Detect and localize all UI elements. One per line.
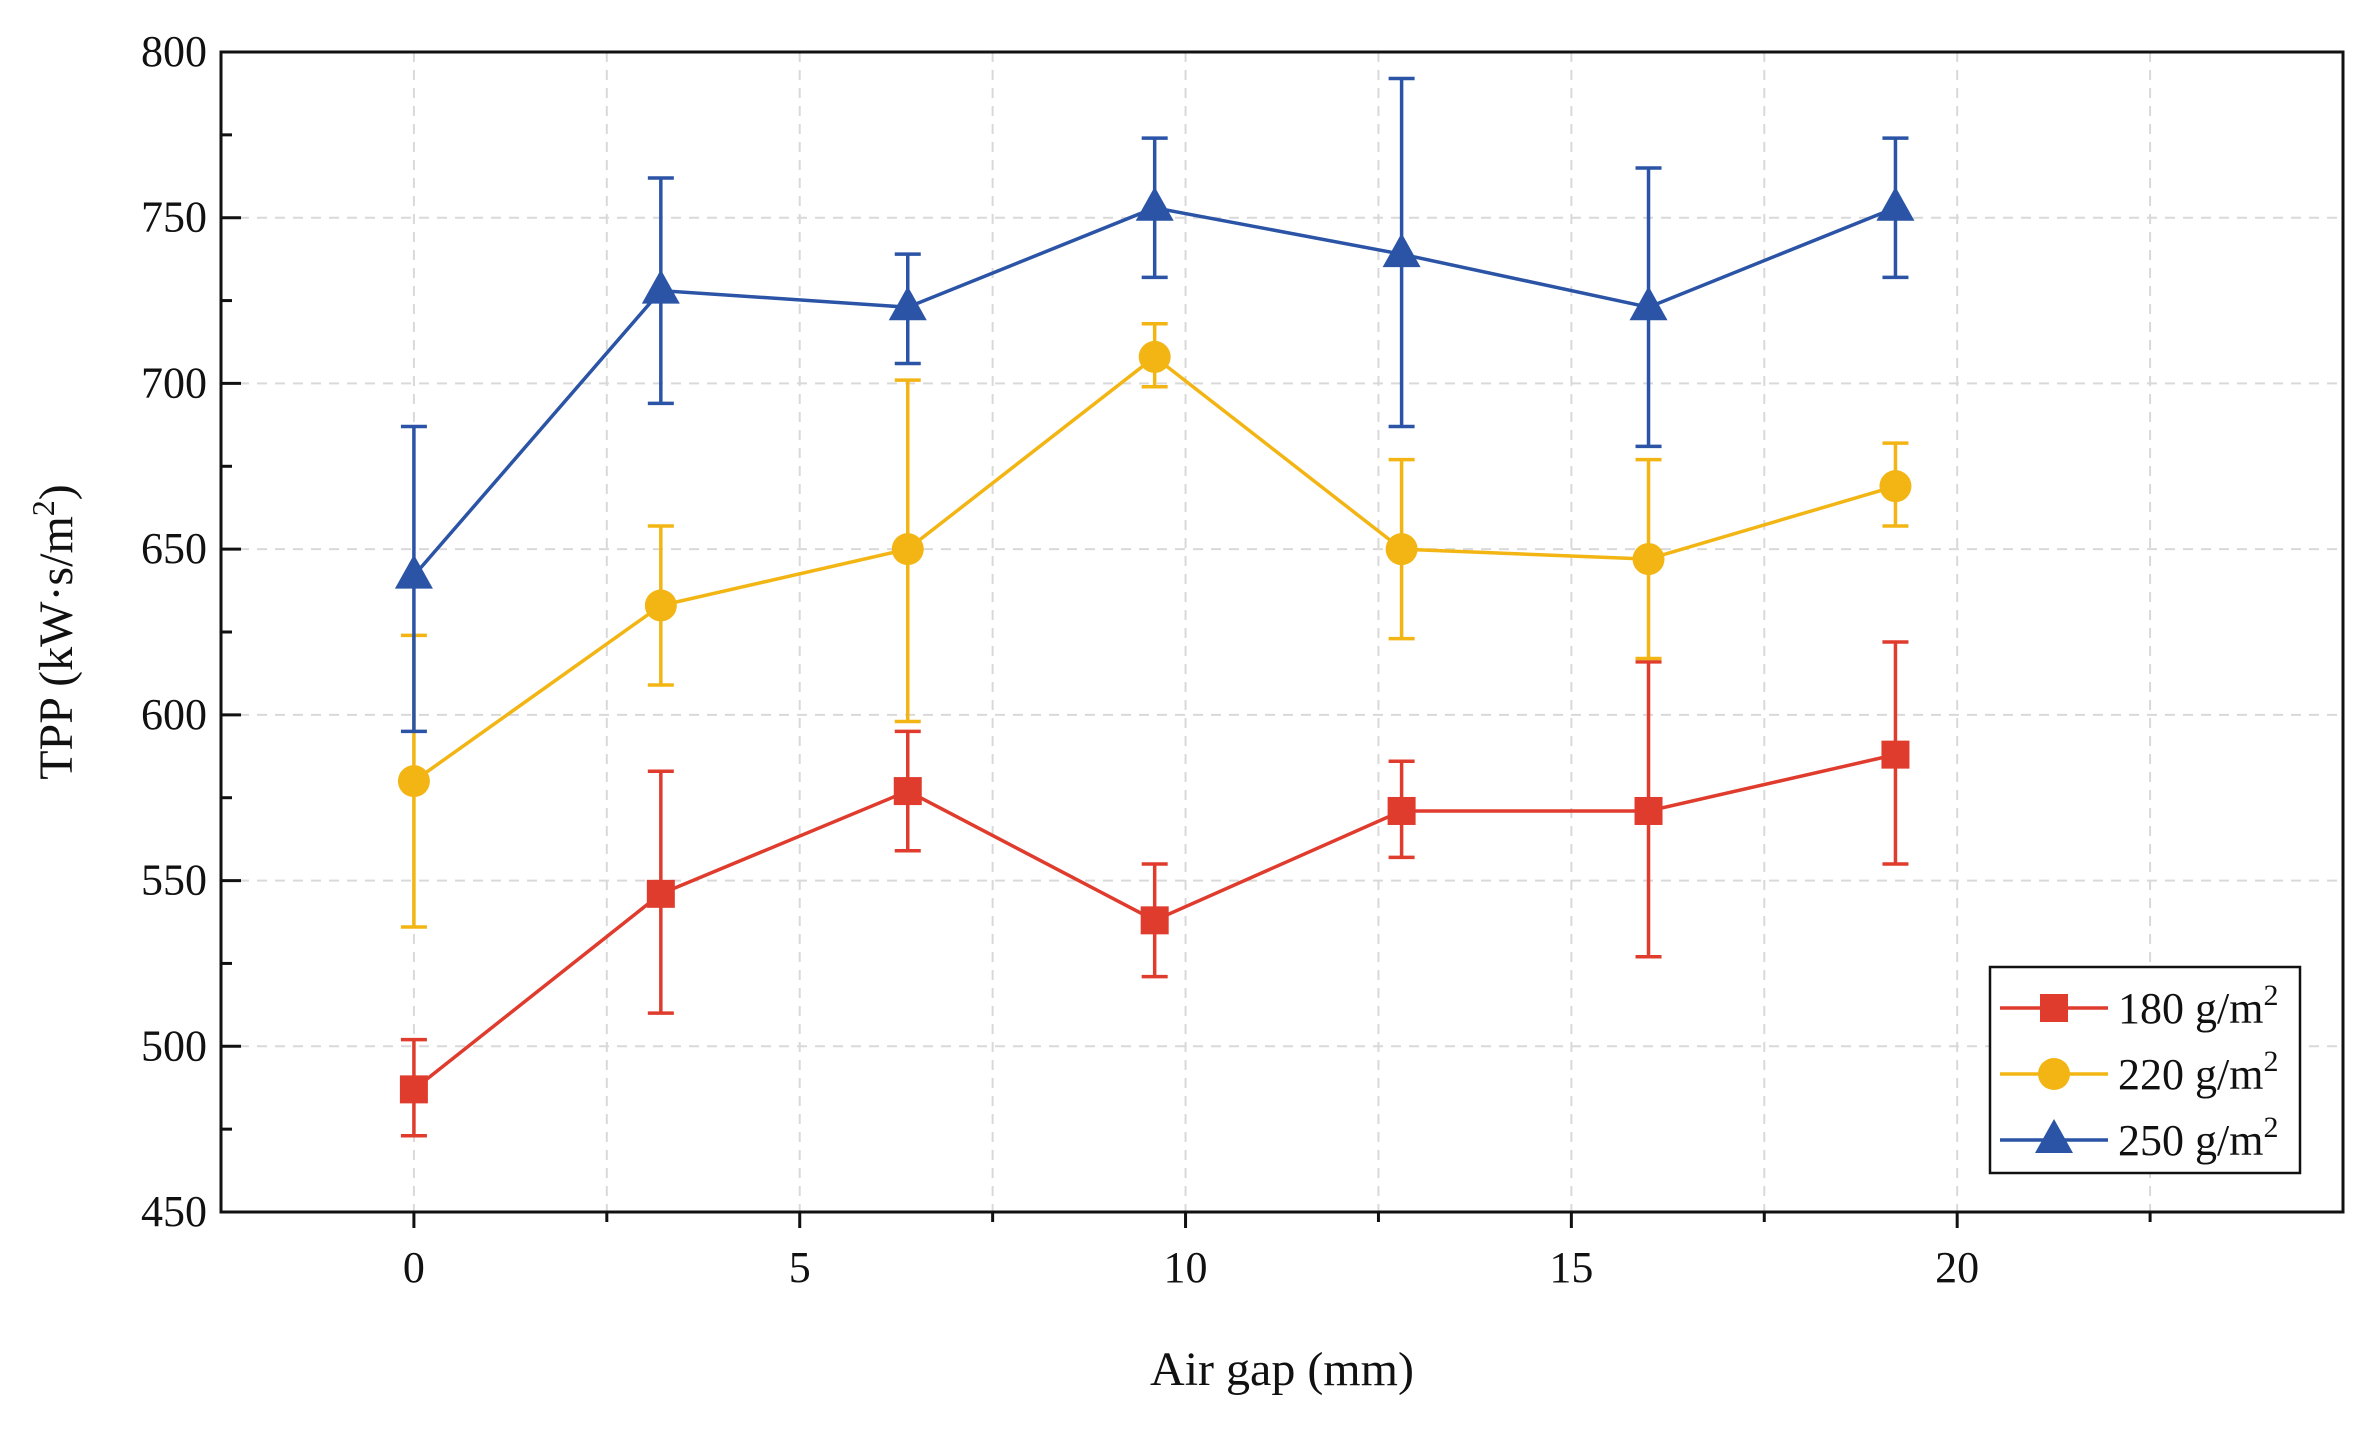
data-point-180gsm (1387, 796, 1416, 825)
data-point-180gsm (1634, 796, 1663, 825)
data-point-220gsm (1385, 533, 1418, 566)
x-tick-label: 10 (1164, 1243, 1208, 1292)
data-point-220gsm (1632, 543, 1665, 576)
y-tick-label: 800 (141, 27, 207, 76)
data-point-220gsm (891, 533, 924, 566)
data-point-250gsm (888, 286, 927, 321)
data-point-180gsm (1140, 906, 1169, 935)
x-axis-title: Air gap (mm) (1150, 1343, 1414, 1396)
legend: 180 g/m2 220 g/m2 250 g/m2 (1988, 965, 2302, 1175)
data-point-250gsm (1135, 186, 1174, 221)
legend-label-250gsm: 250 g/m2 (2118, 1111, 2278, 1165)
x-tick-label: 0 (403, 1243, 425, 1292)
y-tick-label: 450 (141, 1187, 207, 1236)
data-point-220gsm (397, 765, 430, 798)
data-point-250gsm (1382, 233, 1421, 268)
y-tick-label: 750 (141, 193, 207, 242)
axes: 450 500 550 600 650 700 750 800 0 5 10 15 20 (141, 27, 2152, 1292)
y-tick-label: 700 (141, 358, 207, 407)
series-layer (394, 76, 1915, 1138)
data-point-250gsm (1629, 286, 1668, 321)
data-point-180gsm (399, 1075, 428, 1104)
legend-marker-220gsm (2038, 1058, 2070, 1090)
data-point-250gsm (1876, 186, 1915, 221)
legend-marker-250gsm (2035, 1119, 2073, 1153)
y-tick-label: 650 (141, 524, 207, 573)
data-point-220gsm (644, 589, 677, 622)
legend-marker-180gsm (2040, 994, 2068, 1022)
data-point-220gsm (1879, 470, 1912, 503)
series-180gsm (399, 640, 1910, 1138)
y-tick-label: 500 (141, 1021, 207, 1070)
legend-label-180gsm: 180 g/m2 (2118, 979, 2278, 1033)
series-250gsm (394, 76, 1915, 734)
y-axis-title: TPP (kW·s/m2) (25, 484, 83, 780)
series-line-220gsm (412, 354, 1896, 783)
legend-label-220gsm: 220 g/m2 (2118, 1045, 2278, 1099)
y-tick-label: 600 (141, 690, 207, 739)
data-point-180gsm (1881, 740, 1910, 769)
data-point-220gsm (1138, 340, 1171, 373)
series-220gsm (397, 322, 1912, 929)
data-point-180gsm (646, 879, 675, 908)
x-tick-label: 5 (789, 1243, 811, 1292)
y-tick-label: 550 (141, 856, 207, 905)
x-tick-label: 15 (1549, 1243, 1593, 1292)
data-point-180gsm (893, 777, 922, 806)
data-point-250gsm (641, 269, 680, 304)
data-point-250gsm (394, 554, 433, 589)
x-tick-label: 20 (1935, 1243, 1979, 1292)
